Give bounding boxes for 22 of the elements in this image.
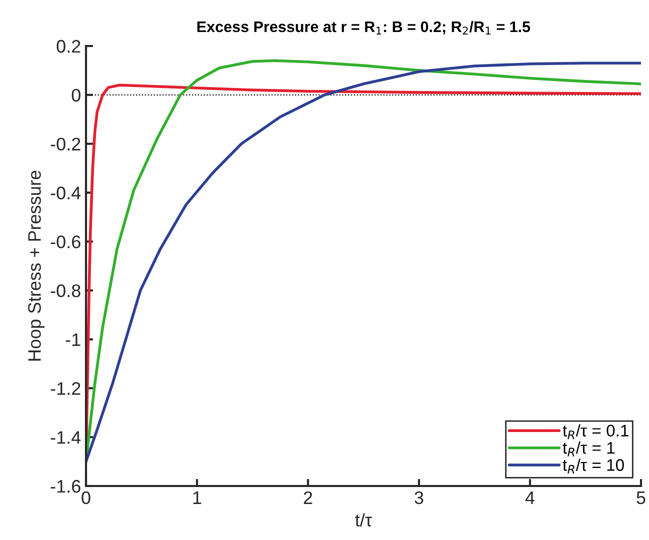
legend-label: t$_{R}$/τ = 0.1	[562, 424, 628, 440]
y-tick-label: -0.8	[50, 284, 80, 298]
x-tick-label: 2	[304, 491, 312, 504]
x-tick-label: 0	[82, 491, 90, 504]
y-axis-title: Hoop Stress + Pressure	[28, 170, 44, 361]
y-tick-label: -0.4	[50, 186, 81, 200]
x-axis-title: t/τ	[355, 513, 372, 527]
x-tick-label: 4	[525, 492, 534, 504]
y-tick-label: 0	[72, 88, 80, 102]
x-tick-label: 3	[414, 491, 424, 504]
y-tick-label: -1.2	[50, 382, 80, 395]
y-tick-label: -1.6	[50, 480, 80, 493]
x-tick-label: 5	[636, 492, 646, 504]
y-tick-label: -0.2	[50, 138, 80, 150]
y-tick-label: -1.4	[50, 431, 81, 444]
y-tick-label: -0.6	[50, 235, 80, 248]
chart-title: Excess Pressure at r = R$_{1}$: B = 0.2; R$_{2}$/R$_{1}$ = 1.5	[197, 20, 530, 35]
x-tick-label: 1	[193, 492, 202, 504]
y-tick-label: -1	[66, 333, 80, 346]
y-tick-label: 0.2	[56, 40, 80, 53]
legend-label: t$_{R}$/τ = 10	[562, 458, 624, 474]
legend-label: t$_{R}$/τ = 1	[562, 442, 615, 456]
